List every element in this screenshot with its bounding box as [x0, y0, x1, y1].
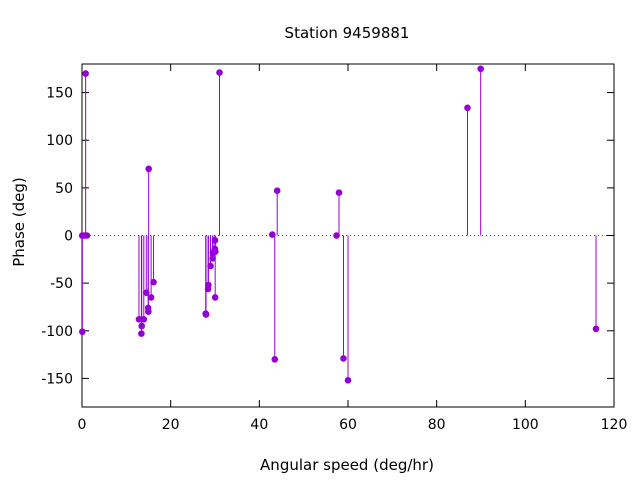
data-point	[211, 236, 219, 244]
data-point	[207, 262, 214, 270]
data-point	[335, 189, 343, 196]
x-tick-label: 40	[250, 417, 268, 433]
x-tick-label: 20	[162, 417, 180, 433]
plot-area: 0 20 40 60 80 100 120 -150 -100 -50 0 50 100 150	[41, 63, 628, 433]
x-tick-label: 80	[428, 417, 446, 433]
chart-title: Station 9459881	[285, 24, 410, 42]
data-point	[79, 328, 86, 336]
x-tick-label: 0	[78, 417, 87, 433]
x-tick-label: 100	[512, 417, 539, 433]
data-point	[205, 281, 212, 289]
data-point	[477, 65, 484, 73]
data-point	[209, 255, 216, 262]
data-point	[340, 355, 347, 362]
data-point	[211, 294, 219, 301]
data-point	[344, 377, 352, 384]
y-tick-label: 100	[46, 133, 73, 149]
data-point	[212, 248, 219, 255]
data-point	[269, 231, 276, 238]
data-point	[216, 69, 223, 76]
data-point	[145, 308, 152, 316]
data-point	[145, 165, 152, 173]
x-axis-title: Angular speed (deg/hr)	[260, 456, 434, 474]
y-axis-title: Phase (deg)	[10, 177, 28, 267]
data-point	[273, 187, 281, 195]
data-point	[592, 325, 600, 333]
x-tick-label: 120	[601, 417, 628, 433]
data-point	[135, 316, 143, 323]
data-point	[150, 278, 157, 286]
data-point	[271, 356, 279, 363]
data-point	[140, 316, 148, 323]
y-tick-label: -100	[41, 324, 73, 340]
data-point	[333, 232, 340, 239]
y-tick-label: -150	[41, 371, 73, 387]
data-point	[83, 232, 91, 239]
y-tick-label: 0	[64, 229, 73, 245]
data-point	[138, 322, 146, 330]
data-point	[138, 330, 145, 337]
y-tick-label: 50	[55, 181, 73, 197]
y-tick-label: -50	[50, 276, 73, 292]
data-point	[464, 104, 471, 112]
data-point	[142, 289, 150, 296]
data-point	[202, 311, 210, 318]
x-tick-label: 60	[339, 417, 357, 433]
data-point	[82, 70, 89, 77]
y-tick-label: 150	[46, 86, 73, 102]
data-point	[147, 294, 155, 301]
